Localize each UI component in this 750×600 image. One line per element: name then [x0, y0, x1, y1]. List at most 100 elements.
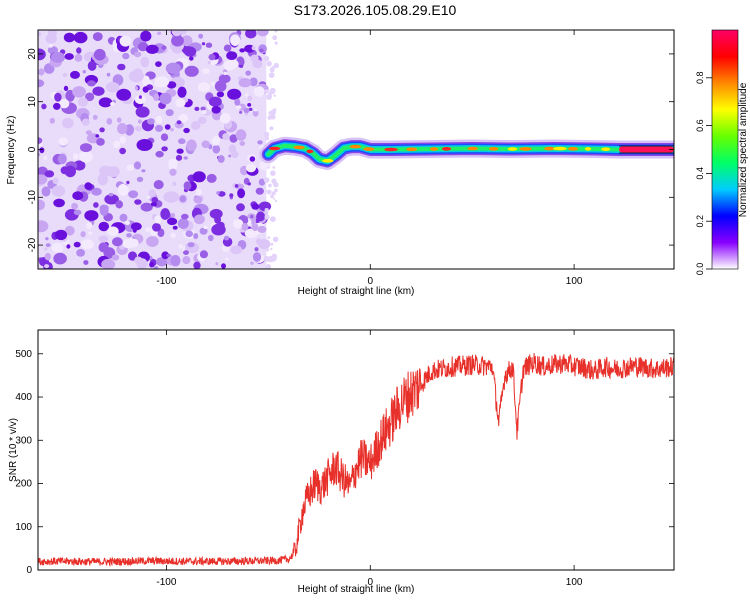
track-peak: [268, 146, 281, 151]
noise-blob: [249, 77, 258, 87]
noise-blob: [135, 106, 150, 118]
noise-blob: [72, 191, 84, 201]
spectrogram-y-axis-label: Frequency (Hz): [6, 116, 17, 185]
noise-blob: [163, 191, 180, 203]
noise-blob: [183, 127, 190, 134]
noise-blob: [197, 116, 207, 124]
noise-blob: [76, 47, 82, 54]
noise-blob: [229, 193, 234, 198]
noise-blob: [265, 248, 270, 252]
noise-blob: [155, 61, 162, 67]
noise-blob: [54, 229, 68, 241]
noise-blob: [51, 242, 64, 253]
noise-blob: [92, 114, 98, 120]
noise-blob: [137, 119, 142, 124]
noise-blob: [225, 257, 229, 261]
noise-blob: [268, 183, 272, 188]
noise-blob: [211, 223, 226, 236]
noise-blob: [235, 105, 242, 110]
noise-blob: [38, 220, 49, 233]
noise-blob: [51, 185, 66, 197]
noise-blob: [124, 220, 130, 225]
track-peak: [429, 147, 438, 151]
noise-blob: [128, 70, 144, 83]
snr-frame: [37, 329, 675, 571]
noise-blob: [248, 107, 253, 111]
noise-blob: [136, 176, 144, 183]
noise-blob: [272, 166, 276, 169]
noise-blob: [154, 215, 162, 224]
noise-blob: [263, 177, 270, 184]
noise-blob: [111, 254, 120, 261]
noise-blob: [117, 183, 129, 196]
noise-blob: [38, 152, 41, 157]
noise-blob: [235, 129, 247, 141]
noise-blob: [271, 191, 276, 196]
noise-blob: [44, 252, 51, 261]
noise-blob: [176, 120, 182, 125]
noise-blob: [212, 144, 221, 154]
noise-blob: [244, 93, 249, 97]
noise-blob: [133, 161, 142, 170]
noise-blob: [140, 202, 153, 212]
noise-blob: [243, 107, 250, 114]
track-peak: [584, 147, 592, 151]
noise-blob: [105, 82, 120, 93]
noise-blob: [51, 52, 65, 63]
noise-blob: [208, 53, 216, 61]
noise-blob: [252, 252, 262, 262]
noise-blob: [156, 257, 168, 267]
noise-blob: [44, 247, 48, 251]
noise-blob: [231, 150, 239, 159]
noise-blob: [270, 259, 274, 263]
noise-blob: [186, 139, 197, 152]
noise-blob: [201, 110, 207, 115]
noise-blob: [169, 168, 177, 176]
noise-blob: [145, 44, 159, 54]
noise-blob: [194, 106, 200, 111]
noise-blob: [98, 235, 109, 243]
noise-blob: [142, 75, 150, 86]
noise-blob: [220, 112, 231, 124]
snr-x-tick-label: -100: [156, 577, 176, 588]
noise-blob: [272, 108, 277, 112]
noise-blob: [115, 200, 123, 209]
noise-blob: [117, 63, 126, 71]
noise-blob: [193, 195, 203, 204]
snr-x-tick-label: 0: [367, 577, 373, 588]
noise-blob: [84, 210, 99, 221]
noise-blob: [273, 197, 276, 200]
track-peak: [293, 145, 305, 150]
noise-blob: [134, 125, 142, 132]
noise-blob: [274, 30, 278, 33]
track-peak: [406, 147, 418, 152]
spectrogram-y-tick-label: -20: [27, 237, 38, 252]
snr-y-tick-label: 400: [15, 392, 32, 403]
noise-blob: [98, 242, 109, 253]
noise-blob: [183, 156, 188, 160]
noise-blob: [161, 45, 167, 50]
noise-blob: [146, 236, 159, 247]
noise-blob: [101, 258, 116, 269]
noise-blob: [168, 158, 178, 167]
noise-blob: [79, 143, 93, 153]
noise-blob: [155, 150, 164, 158]
snr-panel: 0 100 200 300 400 500 -100 0 100 Height of stra…: [8, 329, 675, 595]
noise-blob: [247, 182, 251, 186]
spectrogram-noise-region: [38, 30, 279, 269]
noise-blob: [73, 31, 88, 44]
noise-blob: [250, 214, 254, 219]
noise-blob: [48, 43, 53, 48]
track-peak: [349, 144, 361, 149]
noise-blob: [145, 227, 150, 232]
noise-blob: [270, 194, 274, 199]
noise-blob: [38, 68, 45, 76]
spectrogram-signal-track: [259, 136, 674, 170]
track-peak: [507, 147, 518, 151]
noise-blob: [259, 48, 264, 53]
noise-blob: [182, 256, 191, 265]
noise-blob: [181, 35, 193, 47]
noise-blob: [239, 141, 246, 146]
noise-blob: [165, 62, 181, 75]
